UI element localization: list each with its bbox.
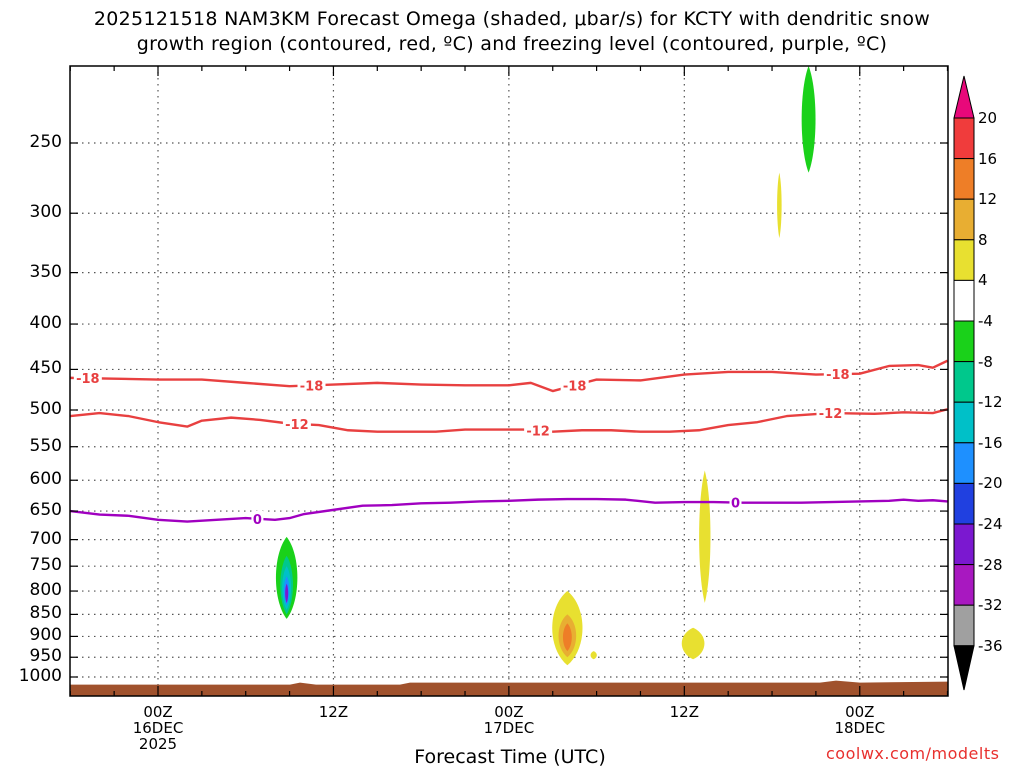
colorbar-bin--24-to--20 <box>953 482 975 525</box>
y-tick-label-300: 300 <box>29 202 62 223</box>
contour-label-dgz-minus18-3: -18 <box>826 368 850 383</box>
x-tick-label-4-1: 18DEC <box>834 719 886 737</box>
y-tick-label-250: 250 <box>29 132 62 152</box>
axis-ticks <box>69 66 949 696</box>
contour-label-bg-dgz-minus18-3 <box>823 366 852 383</box>
colorbar-label--8: -8 <box>978 352 993 371</box>
omega-descent-300-19z <box>777 172 782 239</box>
colorbar-label--28: -28 <box>978 555 1003 574</box>
colorbar-bin--20-to--16 <box>953 442 975 484</box>
colorbar-bin--4-to-4 <box>953 279 975 322</box>
colorbar-bin--16-to--12 <box>953 401 975 444</box>
contour-label-dgz-minus18-0: -18 <box>76 372 100 387</box>
contour-label-dgz-minus18-2: -18 <box>563 379 587 394</box>
contour-label-dgz-minus18-1: -18 <box>300 379 324 394</box>
chart-title-line1: 2025121518 NAM3KM Forecast Omega (shaded… <box>93 8 931 30</box>
y-tick-label-700: 700 <box>29 528 62 549</box>
y-tick-label-850: 850 <box>29 603 62 624</box>
colorbar-bottom-arrow <box>953 645 975 691</box>
colorbar-bin--36-to--32 <box>953 604 975 647</box>
colorbar-label--24: -24 <box>978 515 1003 533</box>
y-tick-label-1000: 1000 <box>18 666 62 686</box>
contour-label-bg-dgz-minus18-0 <box>73 370 102 387</box>
colorbar-bin--8-to--4 <box>953 320 975 363</box>
colorbar-top-arrow <box>953 75 975 119</box>
grid-lines <box>70 66 948 696</box>
y-tick-label-600: 600 <box>29 469 62 490</box>
y-tick-label-900: 900 <box>29 625 62 646</box>
colorbar-label--16: -16 <box>978 433 1003 452</box>
contour-label-dgz-minus12-0: -12 <box>285 418 309 433</box>
colorbar-label--20: -20 <box>978 474 1003 493</box>
colorbar-label-4: 4 <box>978 271 988 290</box>
omega-ascent-250-21z <box>801 66 816 173</box>
contour-dgz-minus12 <box>70 408 948 433</box>
omega-colorbar <box>953 75 975 691</box>
contour-label-bg-freezing-level-0-0 <box>251 510 264 527</box>
contour-label-bg-dgz-minus18-2 <box>560 377 589 394</box>
contour-label-dgz-minus12-1: -12 <box>526 425 550 440</box>
colorbar-label--36: -36 <box>978 636 1003 655</box>
omega-descent-700-13z <box>699 470 711 603</box>
temperature-contours: -18 -18 -18 -18 -12 -12 -12 0 0 <box>70 359 948 528</box>
colorbar-label-20: 20 <box>978 109 998 127</box>
x-tick-label-2-1: 17DEC <box>483 719 535 737</box>
contour-label-freezing-level-0-1: 0 <box>731 497 740 512</box>
y-tick-label-500: 500 <box>29 399 62 419</box>
omega-descent-950-12z <box>681 627 705 660</box>
y-tick-label-450: 450 <box>29 358 62 379</box>
colorbar-label--12: -12 <box>978 393 1003 412</box>
y-tick-label-550: 550 <box>29 435 62 456</box>
colorbar-bin--28-to--24 <box>953 523 975 566</box>
x-tick-label-2-0: 00Z <box>494 703 524 721</box>
contour-label-bg-dgz-minus12-2 <box>816 405 845 422</box>
y-tick-label-750: 750 <box>29 555 62 576</box>
contour-dgz-minus18 <box>70 359 948 393</box>
colorbar-label-16: 16 <box>978 149 998 168</box>
colorbar-bin-16-to-20 <box>953 117 975 160</box>
x-tick-label-3-0: 12Z <box>669 703 699 721</box>
contour-label-bg-dgz-minus12-1 <box>524 422 553 439</box>
omega-ascent-850-15z-core <box>285 583 289 603</box>
colorbar-bin-8-to-12 <box>953 198 975 241</box>
omega-descent-900-02z-core <box>562 623 572 652</box>
colorbar-label--32: -32 <box>978 596 1003 615</box>
x-tick-label-0-1: 16DEC <box>132 719 184 737</box>
colorbar-bin--12-to--8 <box>953 361 975 403</box>
x-tick-label-0-0: 00Z <box>143 703 173 721</box>
credit-link[interactable]: coolwx.com/modelts <box>826 744 1000 763</box>
colorbar-bin-4-to-8 <box>953 239 975 281</box>
y-tick-label-800: 800 <box>29 580 62 601</box>
omega-descent-940-04z <box>590 651 597 660</box>
chart-title-line2: growth region (contoured, red, ºC) and f… <box>136 33 888 55</box>
contour-freezing-level-0 <box>70 497 948 523</box>
y-tick-label-350: 350 <box>29 261 62 282</box>
y-tick-label-950: 950 <box>29 646 62 667</box>
y-tick-label-650: 650 <box>29 500 62 521</box>
contour-label-bg-dgz-minus12-0 <box>282 415 311 432</box>
colorbar-label-8: 8 <box>978 230 988 249</box>
contour-label-bg-freezing-level-0-1 <box>729 494 742 511</box>
colorbar-label-12: 12 <box>978 190 998 209</box>
x-tick-label-0-2: 2025 <box>138 735 178 753</box>
x-tick-label-4-0: 00Z <box>845 703 875 721</box>
y-tick-label-400: 400 <box>29 313 62 334</box>
colorbar-bin--32-to--28 <box>953 564 975 606</box>
contour-label-freezing-level-0-0: 0 <box>253 513 262 528</box>
x-tick-label-1-0: 12Z <box>318 703 349 721</box>
contour-label-bg-dgz-minus18-1 <box>297 377 326 394</box>
contour-label-dgz-minus12-2: -12 <box>819 407 843 422</box>
colorbar-label--4: -4 <box>978 312 993 330</box>
x-axis-title: Forecast Time (UTC) <box>414 746 606 768</box>
colorbar-bin-12-to-16 <box>953 158 975 200</box>
omega-shaded-regions <box>275 66 816 666</box>
